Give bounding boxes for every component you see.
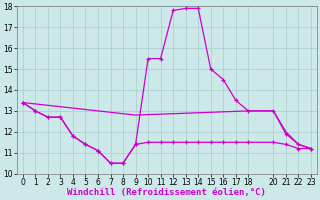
X-axis label: Windchill (Refroidissement éolien,°C): Windchill (Refroidissement éolien,°C) bbox=[68, 188, 266, 197]
